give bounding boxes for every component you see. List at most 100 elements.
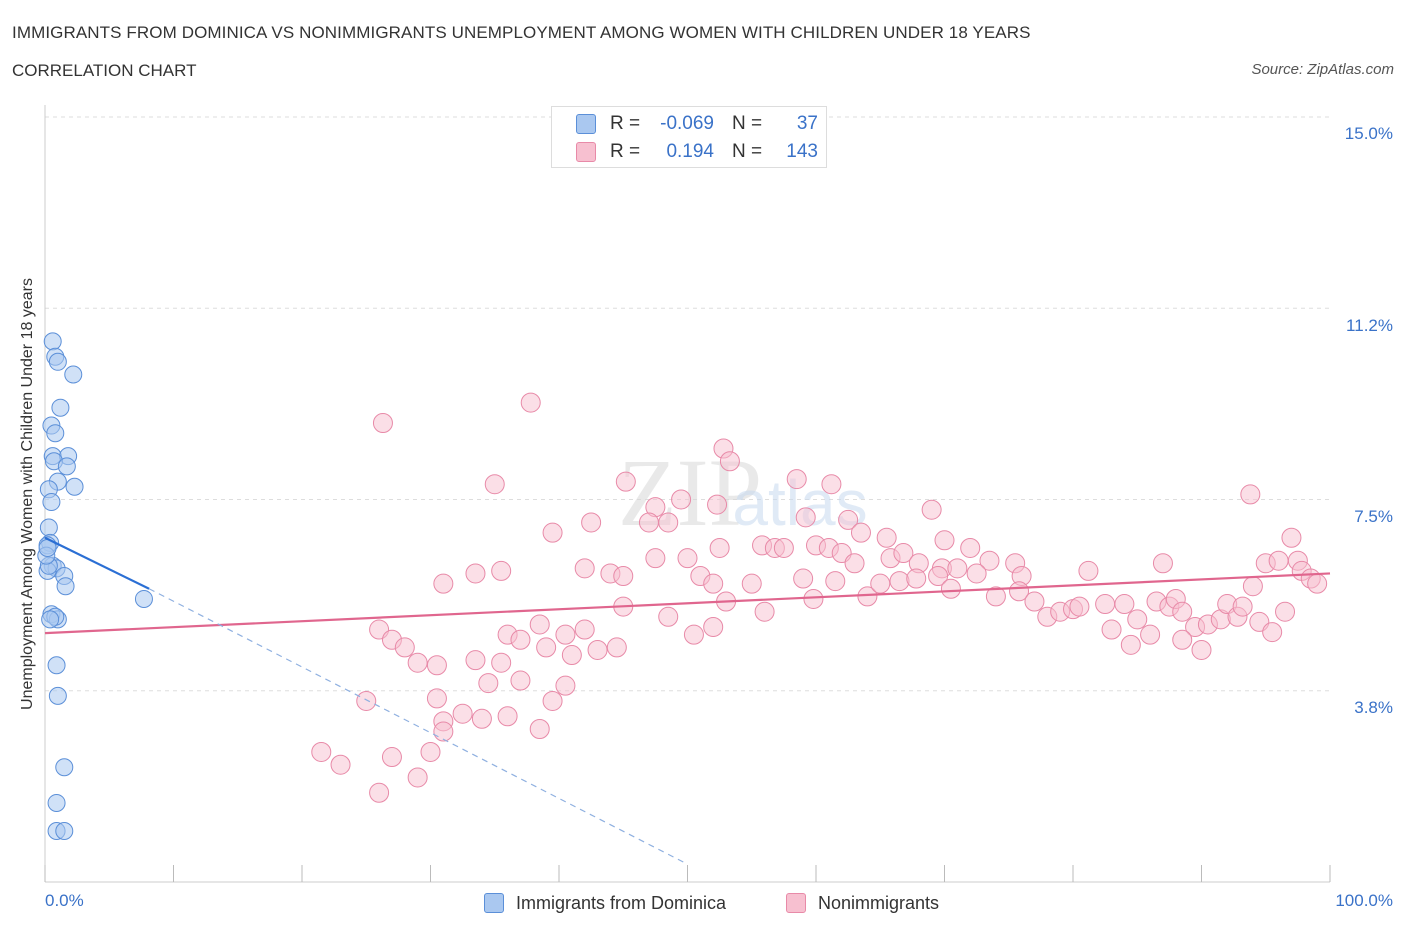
- data-point-nonimmigrants: [555, 675, 576, 696]
- data-point-nonimmigrants: [491, 560, 512, 581]
- data-point-nonimmigrants: [677, 548, 698, 569]
- data-point-dominica: [134, 589, 153, 608]
- bottom-legend-swatch-dominica: [484, 893, 504, 913]
- bottom-legend-label: Immigrants from Dominica: [516, 892, 727, 913]
- data-point-dominica: [55, 822, 74, 840]
- data-point-nonimmigrants: [465, 650, 486, 671]
- data-point-nonimmigrants: [1172, 601, 1193, 622]
- data-point-nonimmigrants: [638, 512, 659, 533]
- data-point-nonimmigrants: [703, 573, 724, 594]
- data-point-nonimmigrants: [615, 471, 636, 492]
- data-point-nonimmigrants: [934, 530, 955, 551]
- data-point-nonimmigrants: [876, 527, 897, 548]
- data-point-nonimmigrants: [773, 537, 794, 558]
- data-point-nonimmigrants: [838, 509, 859, 530]
- legend-n-label: N =: [732, 141, 763, 162]
- data-point-nonimmigrants: [1101, 619, 1122, 640]
- series-immigrants-dominica: [37, 332, 153, 840]
- data-point-nonimmigrants: [793, 568, 814, 589]
- data-point-nonimmigrants: [536, 637, 557, 658]
- data-point-nonimmigrants: [1009, 581, 1030, 602]
- data-point-nonimmigrants: [1307, 573, 1328, 594]
- data-point-dominica: [47, 656, 66, 675]
- legend-row-nonimmigrants: R = 0.194 N = 143: [576, 140, 818, 164]
- data-point-nonimmigrants: [555, 624, 576, 645]
- data-point-nonimmigrants: [906, 568, 927, 589]
- data-point-nonimmigrants: [1191, 639, 1212, 660]
- data-point-nonimmigrants: [754, 601, 775, 622]
- chart-title: IMMIGRANTS FROM DOMINICA VS NONIMMIGRANT…: [12, 23, 1031, 42]
- data-point-nonimmigrants: [1140, 624, 1161, 645]
- data-point-dominica: [47, 793, 66, 812]
- data-point-nonimmigrants: [683, 624, 704, 645]
- bottom-legend-nonimmigrants: Nonimmigrants: [786, 890, 939, 916]
- data-point-nonimmigrants: [510, 629, 531, 650]
- data-point-dominica: [56, 577, 75, 596]
- data-point-dominica: [48, 352, 67, 371]
- data-point-nonimmigrants: [658, 606, 679, 627]
- data-point-nonimmigrants: [1114, 594, 1135, 615]
- data-point-nonimmigrants: [1275, 601, 1296, 622]
- data-point-nonimmigrants: [394, 637, 415, 658]
- data-point-nonimmigrants: [452, 703, 473, 724]
- trend-line-dominica-extension: [148, 588, 688, 865]
- data-point-nonimmigrants: [1069, 596, 1090, 617]
- data-point-nonimmigrants: [1095, 594, 1116, 615]
- legend-r-label: R =: [610, 113, 641, 134]
- data-point-dominica: [42, 493, 61, 512]
- legend-n-value: 143: [786, 141, 818, 162]
- bottom-legend-swatch-nonimmigrants: [786, 893, 806, 913]
- data-point-nonimmigrants: [821, 474, 842, 495]
- data-point-nonimmigrants: [478, 673, 499, 694]
- data-point-dominica: [39, 518, 58, 537]
- legend-r-label: R =: [610, 141, 641, 162]
- data-point-nonimmigrants: [606, 637, 627, 658]
- legend-swatch-dominica: [576, 114, 596, 134]
- data-point-nonimmigrants: [928, 566, 949, 586]
- x-tick-max: 100.0%: [1335, 891, 1393, 910]
- data-point-nonimmigrants: [741, 573, 762, 594]
- data-point-nonimmigrants: [960, 537, 981, 558]
- data-point-nonimmigrants: [613, 566, 634, 586]
- y-tick-label: 15.0%: [1344, 124, 1393, 143]
- data-point-nonimmigrants: [921, 499, 942, 520]
- data-point-nonimmigrants: [795, 507, 816, 528]
- data-point-nonimmigrants: [966, 563, 987, 584]
- legend-n-label: N =: [732, 113, 763, 134]
- data-point-nonimmigrants: [369, 782, 390, 803]
- trend-line-nonimmigrants: [44, 572, 1331, 635]
- data-point-nonimmigrants: [407, 767, 428, 788]
- y-tick-label: 3.8%: [1354, 698, 1393, 717]
- data-point-dominica: [41, 610, 60, 629]
- data-point-nonimmigrants: [1127, 609, 1148, 630]
- data-point-nonimmigrants: [311, 741, 332, 762]
- y-tick-label: 11.2%: [1346, 316, 1393, 335]
- data-point-nonimmigrants: [484, 474, 505, 495]
- data-point-nonimmigrants: [1281, 527, 1302, 548]
- bottom-legend-label: Nonimmigrants: [818, 892, 940, 913]
- data-point-nonimmigrants: [574, 558, 595, 579]
- data-point-nonimmigrants: [372, 413, 393, 433]
- data-point-nonimmigrants: [1242, 576, 1263, 597]
- data-point-nonimmigrants: [979, 550, 1000, 571]
- data-point-nonimmigrants: [1262, 622, 1283, 643]
- data-point-dominica: [51, 398, 70, 417]
- data-point-nonimmigrants: [719, 451, 740, 472]
- data-point-nonimmigrants: [703, 617, 724, 637]
- bottom-legend-dominica: Immigrants from Dominica: [484, 890, 726, 916]
- data-point-nonimmigrants: [433, 721, 454, 742]
- data-point-nonimmigrants: [1024, 591, 1045, 612]
- trend-lines: [44, 536, 1331, 865]
- data-point-nonimmigrants: [1152, 553, 1173, 574]
- data-point-nonimmigrants: [803, 588, 824, 609]
- grid-lines: [45, 116, 1330, 692]
- legend-r-value: -0.069: [660, 113, 714, 134]
- data-point-nonimmigrants: [671, 489, 692, 510]
- data-point-nonimmigrants: [420, 741, 441, 762]
- data-point-nonimmigrants: [497, 706, 518, 727]
- data-point-dominica: [48, 686, 67, 705]
- data-point-dominica: [57, 457, 76, 476]
- data-point-nonimmigrants: [1120, 634, 1141, 655]
- data-point-nonimmigrants: [1172, 629, 1193, 650]
- data-point-nonimmigrants: [510, 670, 531, 691]
